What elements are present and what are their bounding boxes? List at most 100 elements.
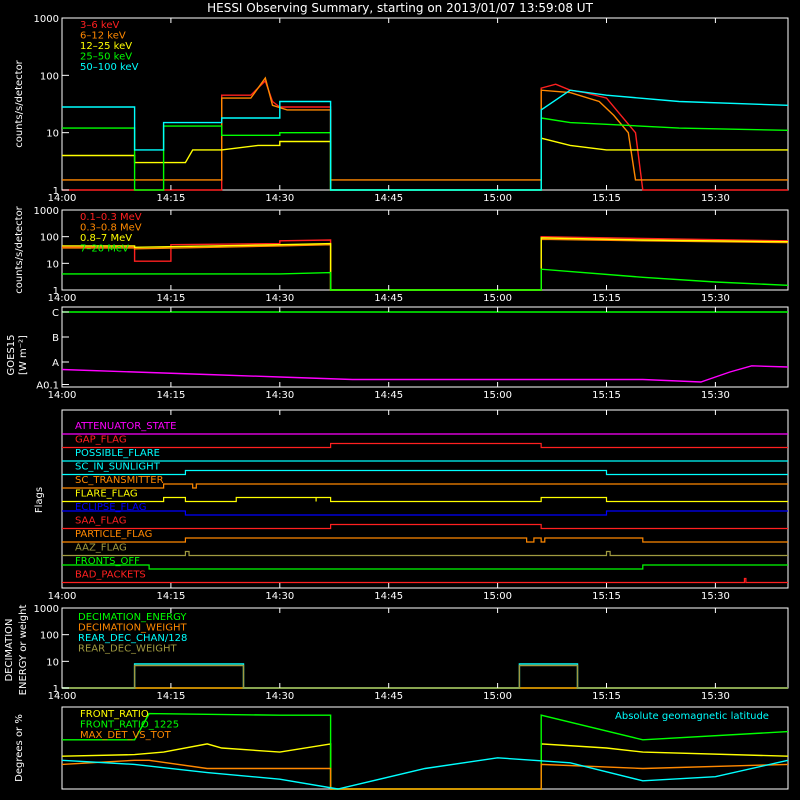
panel-note: Absolute geomagnetic latitude <box>615 711 769 722</box>
series-line <box>61 743 789 790</box>
series-line <box>62 664 788 689</box>
legend-entry: MAX_DET_VS_TOT <box>80 730 172 741</box>
legend-entry: 50–100 keV <box>80 62 139 73</box>
y-tick-label: C <box>52 308 59 319</box>
legend-entry: 0.8–7 MeV <box>80 233 132 244</box>
plot-title: HESSI Observing Summary, starting on 201… <box>207 1 593 15</box>
legend-entry: DECIMATION_ENERGY <box>78 612 187 623</box>
flag-line <box>62 496 788 503</box>
flag-label: POSSIBLE_FLARE <box>75 448 160 459</box>
flag-line <box>62 469 788 476</box>
x-tick-label: 14:45 <box>374 691 403 702</box>
x-tick-label: 14:00 <box>48 691 77 702</box>
x-tick-layer: 14:00 14:15 14:30 14:45 15:00 15:15 15:30 <box>48 608 730 702</box>
x-tick-label: 15:30 <box>701 691 730 702</box>
x-tick-label: 14:00 <box>48 293 77 304</box>
legend: FRONT_RATIOFRONT_RATIO_1225MAX_DET_VS_TO… <box>80 709 179 741</box>
legend-entry: 0.3–0.8 MeV <box>80 223 142 234</box>
x-tick-label: 15:15 <box>592 390 621 401</box>
y-tick-label: 100 <box>40 71 59 82</box>
x-tick-label: 14:00 <box>48 591 77 602</box>
y-tick-label: 100 <box>40 233 59 244</box>
y-tick-label: 10 <box>46 657 59 668</box>
panel-frame <box>61 306 789 388</box>
legend-entry: 6–12 keV <box>80 31 126 42</box>
flag-line <box>62 537 788 543</box>
y-tick-label: 1 <box>53 286 59 297</box>
legend-entry: REAR_DEC_CHAN/128 <box>78 633 187 644</box>
series-layer <box>62 235 789 291</box>
panel-frame <box>61 409 789 589</box>
x-tick-label: 14:15 <box>156 591 185 602</box>
x-tick-label: 14:30 <box>265 591 294 602</box>
x-tick-label: 14:15 <box>156 390 185 401</box>
y-tick-layer: 1 10 100 1000 <box>34 604 69 695</box>
series-line <box>62 89 789 191</box>
y-axis-label-2: ENERGY or weight <box>18 605 29 696</box>
x-tick-label: 15:00 <box>483 591 512 602</box>
x-tick-label: 15:00 <box>483 193 512 204</box>
flag-label: FLARE_FLAG <box>75 489 138 500</box>
x-tick-label: 14:45 <box>374 193 403 204</box>
x-tick-label: 15:30 <box>701 591 730 602</box>
series-line <box>62 117 789 191</box>
series-line <box>62 268 789 291</box>
x-tick-label: 15:15 <box>592 591 621 602</box>
series-layer <box>61 712 789 790</box>
x-tick-label: 14:45 <box>374 390 403 401</box>
flag-label: SC_IN_SUNLIGHT <box>75 462 161 473</box>
x-tick-label: 15:00 <box>483 293 512 304</box>
y-tick-layer: 1 10 100 1000 <box>34 206 69 297</box>
legend-entry: 3–6 keV <box>80 20 119 31</box>
x-tick-label: 15:00 <box>483 390 512 401</box>
y-tick-label: 100 <box>40 631 59 642</box>
x-tick-label: 14:30 <box>265 691 294 702</box>
y-tick-label: 1000 <box>34 604 59 615</box>
series-layer <box>62 76 789 191</box>
y-tick-label: 1 <box>53 186 59 197</box>
flag-line <box>62 483 788 489</box>
flag-label: PARTICLE_FLAG <box>75 529 152 540</box>
legend-entry: FRONT_RATIO <box>80 709 149 720</box>
y-tick-label: B <box>52 333 59 344</box>
series-line <box>62 235 789 291</box>
x-tick-label: 15:00 <box>483 691 512 702</box>
flag-label: BAD_PACKETS <box>75 570 146 581</box>
series-line <box>62 712 789 790</box>
y-axis-label: GOES15 <box>6 334 17 375</box>
panel-rates-low: 1 10 100 1000 14:00 14:15 14:30 14:45 15:00 15:1… <box>14 14 789 204</box>
y-axis-label: DECIMATION <box>4 618 15 681</box>
flag-label: FRONTS_OFF <box>75 556 140 567</box>
series-layer <box>61 311 789 383</box>
series-line <box>62 237 789 291</box>
x-tick-layer: 14:00 14:15 14:30 14:45 15:00 15:15 15:30 <box>48 18 730 204</box>
series-layer <box>62 663 788 689</box>
panel-rates-high: 1 10 100 1000 14:00 14:15 14:30 14:45 15:00 15:1… <box>14 205 789 304</box>
x-tick-label: 14:00 <box>48 193 77 204</box>
y-tick-layer: 1 10 100 1000 <box>34 14 69 197</box>
x-tick-label: 15:30 <box>701 390 730 401</box>
x-tick-label: 14:30 <box>265 390 294 401</box>
panel-ratios: Degrees or % Absolute geomagnetic latitu… <box>14 706 789 790</box>
flag-line <box>62 523 788 530</box>
legend: DECIMATION_ENERGYDECIMATION_WEIGHTREAR_D… <box>78 612 187 655</box>
x-tick-label: 15:15 <box>592 293 621 304</box>
flag-line <box>62 442 788 449</box>
flag-label: AAZ_FLAG <box>75 543 127 554</box>
legend-entry: DECIMATION_WEIGHT <box>78 623 187 634</box>
y-tick-label: 1 <box>53 684 59 695</box>
x-tick-label: 14:30 <box>265 193 294 204</box>
series-line <box>61 759 789 790</box>
series-line <box>62 79 788 191</box>
x-tick-layer: 14:00 14:15 14:30 14:45 15:00 15:15 15:30 <box>48 307 730 401</box>
x-tick-label: 15:30 <box>701 193 730 204</box>
flag-line <box>62 577 788 584</box>
flag-line <box>62 510 788 516</box>
x-tick-label: 14:30 <box>265 293 294 304</box>
series-line <box>62 76 788 181</box>
series-line <box>61 365 789 383</box>
y-tick-label: 10 <box>46 259 59 270</box>
x-tick-label: 14:15 <box>156 193 185 204</box>
y-tick-label: 10 <box>46 129 59 140</box>
